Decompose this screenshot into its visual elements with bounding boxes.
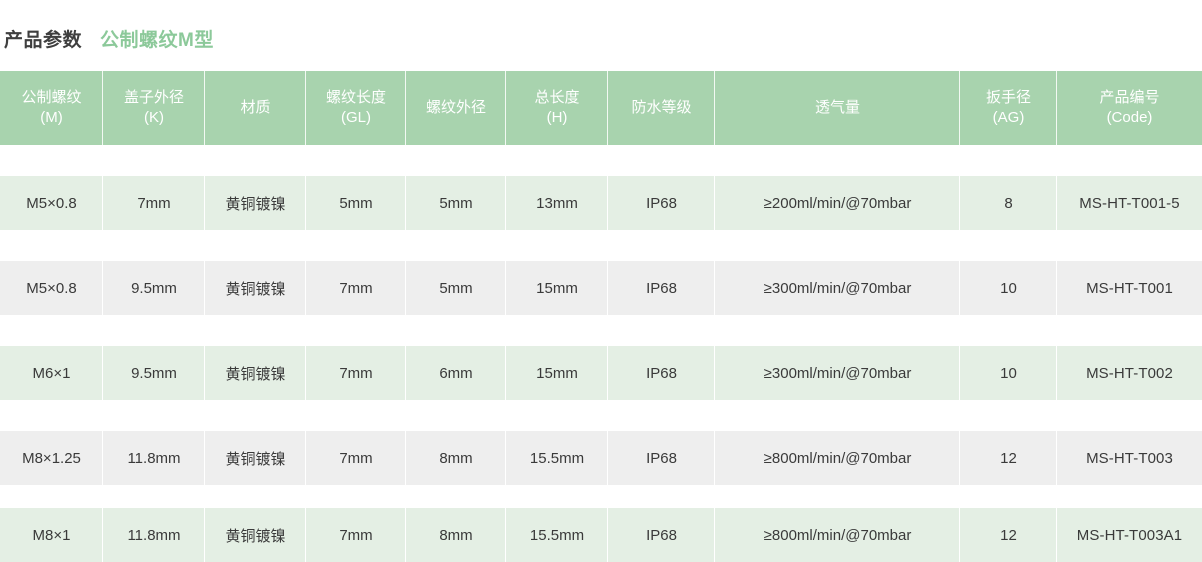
column-header-thread-length-line1: 螺纹长度 (325, 88, 386, 106)
column-header-material: 材质 (205, 71, 306, 145)
row-spacer-cell (0, 315, 1202, 346)
column-header-total-length-line2: (H) (546, 109, 568, 126)
cell-thread-length: 5mm (306, 176, 406, 230)
column-header-ip-rating: 防水等级 (608, 71, 715, 145)
row-spacer-cell (0, 230, 1202, 261)
page-title-main: 产品参数 (4, 29, 83, 51)
row-spacer (0, 315, 1202, 346)
column-header-airflow: 透气量 (715, 71, 960, 145)
column-header-thread-od: 螺纹外径 (406, 71, 506, 145)
cell-airflow: ≥300ml/min/@70mbar (715, 261, 960, 315)
cell-code: MS-HT-T003A1 (1057, 508, 1202, 562)
product-spec-table: 公制螺纹 (M) 盖子外径 (K) 材质 螺纹长度 (GL) 螺纹外径 (0, 71, 1202, 562)
cell-thread-length: 7mm (306, 508, 406, 562)
column-header-wrench-line2: (AG) (992, 109, 1025, 126)
product-spec-page: 产品参数 公制螺纹M型 公制螺纹 (M) 盖子外径 (K) (0, 26, 1202, 562)
cell-material: 黄铜镀镍 (205, 346, 306, 400)
cell-airflow: ≥800ml/min/@70mbar (715, 431, 960, 485)
column-header-total-length-line1: 总长度 (534, 88, 580, 106)
row-spacer (0, 230, 1202, 261)
cell-ip-rating: IP68 (608, 261, 715, 315)
cell-ip-rating: IP68 (608, 346, 715, 400)
cell-airflow: ≥800ml/min/@70mbar (715, 508, 960, 562)
row-spacer-cell (0, 145, 1202, 176)
cell-thread-length: 7mm (306, 431, 406, 485)
row-spacer (0, 400, 1202, 431)
cell-thread: M8×1 (0, 508, 103, 562)
cell-thread-od: 8mm (406, 508, 506, 562)
cell-cap-od: 11.8mm (103, 431, 205, 485)
cell-wrench: 12 (960, 431, 1057, 485)
cell-wrench: 12 (960, 508, 1057, 562)
cell-code: MS-HT-T001 (1057, 261, 1202, 315)
column-header-cap-od-line2: (K) (144, 109, 164, 126)
column-header-ip-rating-line1: 防水等级 (631, 98, 692, 116)
cell-total-length: 15.5mm (506, 508, 608, 562)
table-body: M5×0.8 7mm 黄铜镀镍 5mm 5mm 13mm IP68 ≥200ml… (0, 145, 1202, 562)
row-spacer (0, 145, 1202, 176)
column-header-airflow-line1: 透气量 (814, 98, 860, 116)
column-header-code: 产品编号 (Code) (1057, 71, 1202, 145)
column-header-thread-length-line2: (GL) (341, 109, 371, 126)
column-header-wrench-line1: 扳手径 (985, 88, 1031, 106)
cell-thread-od: 5mm (406, 261, 506, 315)
cell-airflow: ≥200ml/min/@70mbar (715, 176, 960, 230)
cell-thread-od: 8mm (406, 431, 506, 485)
cell-material: 黄铜镀镍 (205, 176, 306, 230)
cell-thread: M8×1.25 (0, 431, 103, 485)
cell-cap-od: 9.5mm (103, 346, 205, 400)
table-row: M8×1 11.8mm 黄铜镀镍 7mm 8mm 15.5mm IP68 ≥80… (0, 508, 1202, 562)
cell-total-length: 15.5mm (506, 431, 608, 485)
cell-cap-od: 9.5mm (103, 261, 205, 315)
column-header-thread-length: 螺纹长度 (GL) (306, 71, 406, 145)
table-row: M6×1 9.5mm 黄铜镀镍 7mm 6mm 15mm IP68 ≥300ml… (0, 346, 1202, 400)
cell-cap-od: 7mm (103, 176, 205, 230)
table-header-row: 公制螺纹 (M) 盖子外径 (K) 材质 螺纹长度 (GL) 螺纹外径 (0, 71, 1202, 145)
cell-thread-od: 6mm (406, 346, 506, 400)
cell-thread: M5×0.8 (0, 176, 103, 230)
cell-wrench: 10 (960, 261, 1057, 315)
table-header: 公制螺纹 (M) 盖子外径 (K) 材质 螺纹长度 (GL) 螺纹外径 (0, 71, 1202, 145)
cell-ip-rating: IP68 (608, 431, 715, 485)
table-row: M5×0.8 9.5mm 黄铜镀镍 7mm 5mm 15mm IP68 ≥300… (0, 261, 1202, 315)
table-row: M5×0.8 7mm 黄铜镀镍 5mm 5mm 13mm IP68 ≥200ml… (0, 176, 1202, 230)
page-title-subtitle: 公制螺纹M型 (100, 29, 214, 51)
cell-thread: M5×0.8 (0, 261, 103, 315)
column-header-cap-od: 盖子外径 (K) (103, 71, 205, 145)
column-header-thread: 公制螺纹 (M) (0, 71, 103, 145)
cell-thread-od: 5mm (406, 176, 506, 230)
cell-cap-od: 11.8mm (103, 508, 205, 562)
cell-wrench: 8 (960, 176, 1057, 230)
row-spacer-cell (0, 400, 1202, 431)
row-spacer (0, 485, 1202, 508)
cell-airflow: ≥300ml/min/@70mbar (715, 346, 960, 400)
column-header-thread-line2: (M) (40, 109, 63, 126)
column-header-thread-od-line1: 螺纹外径 (425, 98, 486, 116)
cell-ip-rating: IP68 (608, 508, 715, 562)
cell-thread-length: 7mm (306, 346, 406, 400)
cell-material: 黄铜镀镍 (205, 261, 306, 315)
page-title: 产品参数 公制螺纹M型 (0, 26, 214, 54)
cell-total-length: 15mm (506, 346, 608, 400)
column-header-cap-od-line1: 盖子外径 (123, 88, 184, 106)
column-header-material-line1: 材质 (240, 98, 271, 116)
cell-ip-rating: IP68 (608, 176, 715, 230)
column-header-total-length: 总长度 (H) (506, 71, 608, 145)
cell-code: MS-HT-T003 (1057, 431, 1202, 485)
table-row: M8×1.25 11.8mm 黄铜镀镍 7mm 8mm 15.5mm IP68 … (0, 431, 1202, 485)
column-header-code-line1: 产品编号 (1099, 88, 1160, 106)
column-header-thread-line1: 公制螺纹 (21, 88, 82, 106)
row-spacer-cell (0, 485, 1202, 508)
column-header-code-line2: (Code) (1106, 109, 1153, 126)
cell-code: MS-HT-T002 (1057, 346, 1202, 400)
cell-thread: M6×1 (0, 346, 103, 400)
cell-thread-length: 7mm (306, 261, 406, 315)
cell-material: 黄铜镀镍 (205, 431, 306, 485)
cell-code: MS-HT-T001-5 (1057, 176, 1202, 230)
cell-material: 黄铜镀镍 (205, 508, 306, 562)
cell-wrench: 10 (960, 346, 1057, 400)
cell-total-length: 13mm (506, 176, 608, 230)
column-header-wrench: 扳手径 (AG) (960, 71, 1057, 145)
cell-total-length: 15mm (506, 261, 608, 315)
